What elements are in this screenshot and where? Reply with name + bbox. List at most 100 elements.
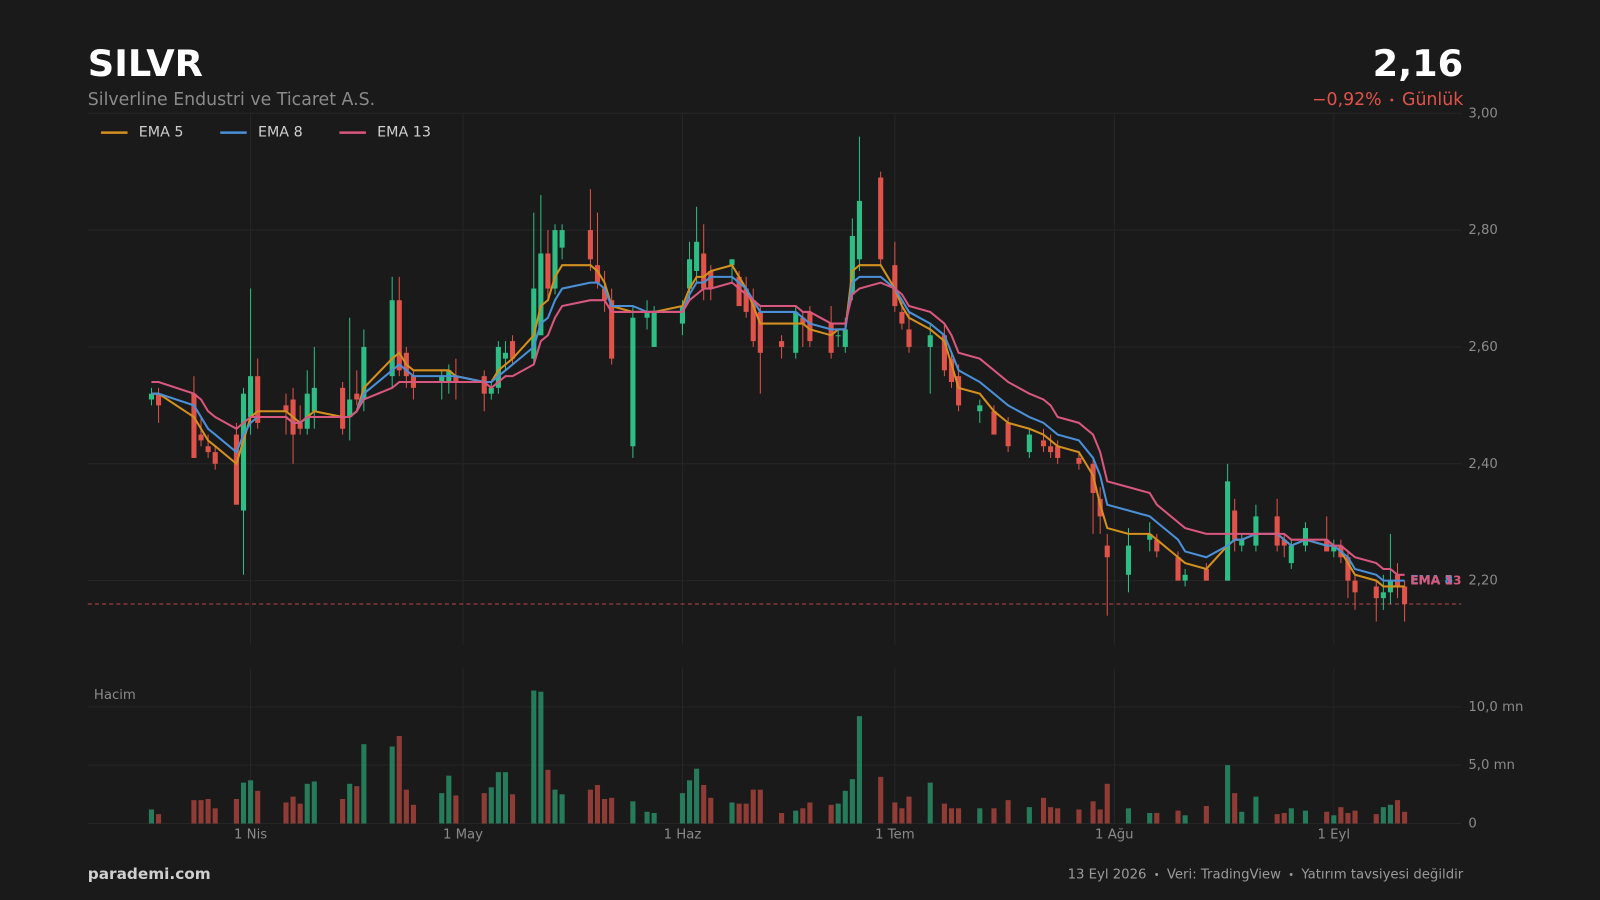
candle-body: [736, 276, 742, 307]
volume-label: Hacim: [94, 688, 136, 703]
volume-bar: [396, 736, 402, 824]
candle-body: [347, 399, 353, 418]
y-tick-label: 2,60: [1468, 340, 1498, 355]
candle-body: [750, 300, 756, 342]
volume-bar: [1253, 796, 1259, 824]
candle-body: [587, 230, 593, 260]
volume-bar: [509, 794, 516, 824]
volume-bar: [1175, 810, 1181, 824]
candle-body: [283, 405, 289, 412]
volume-bar: [559, 794, 565, 824]
candle-body: [835, 335, 841, 337]
site: parademi.com: [88, 865, 211, 883]
volume-bar: [679, 793, 686, 824]
volume-bar: [1154, 812, 1160, 824]
candle-body: [1402, 586, 1408, 605]
candle-body: [757, 311, 763, 353]
candle-body: [156, 393, 162, 406]
volume-bar: [1324, 811, 1330, 824]
ema-line: [151, 281, 1405, 576]
candle-body: [1026, 434, 1032, 453]
candle-body: [509, 341, 516, 359]
volume-bar: [899, 808, 905, 824]
y-tick-label: 3,00: [1468, 106, 1498, 121]
candle-body: [828, 323, 834, 353]
volume-bar: [1402, 811, 1408, 824]
volume-bar: [410, 804, 416, 824]
volume-bar: [403, 789, 409, 824]
candle-body: [878, 177, 884, 260]
volume-bar: [609, 797, 615, 824]
volume-bar: [1005, 800, 1011, 824]
x-tick-label: 1 Tem: [875, 828, 915, 843]
volume-bar: [1055, 808, 1061, 824]
y-tick-label: 2,20: [1468, 574, 1498, 589]
volume-bar: [1026, 807, 1032, 824]
candle-body: [1147, 533, 1153, 540]
volume-bar: [1345, 812, 1351, 824]
volume-bar: [594, 784, 601, 824]
volume-bar: [736, 803, 742, 824]
volume-bar: [1090, 801, 1096, 824]
volume-bar: [552, 789, 558, 824]
candle-body: [1182, 574, 1188, 581]
x-tick-label: 1 Ağu: [1095, 828, 1134, 843]
candle-body: [1239, 539, 1245, 546]
volume-bar: [1048, 807, 1054, 824]
x-tick-label: 1 Haz: [664, 828, 702, 843]
volume-bar: [1373, 814, 1379, 824]
candle-body: [977, 405, 983, 412]
volume-tick-label: 5,0 mn: [1468, 758, 1515, 773]
volume-bar: [793, 810, 799, 824]
volume-bar: [1352, 810, 1358, 824]
volume-bar: [630, 801, 636, 824]
info-text: −0,92%: [1312, 90, 1382, 110]
symbol: SILVR: [88, 42, 203, 85]
candle-body: [686, 259, 693, 289]
volume-bar: [240, 782, 247, 824]
candle-body: [255, 376, 261, 423]
volume-bar: [531, 690, 537, 824]
volume-bar: [1331, 815, 1337, 824]
candle-body: [191, 393, 197, 458]
candle-body: [609, 300, 615, 359]
volume-bar: [233, 798, 239, 824]
candle-body: [842, 329, 848, 347]
volume-bar: [856, 716, 862, 824]
volume-bar: [1302, 810, 1309, 824]
candle-body: [1253, 516, 1259, 546]
candle-body: [807, 311, 813, 342]
x-tick-label: 1 Eyl: [1318, 828, 1351, 843]
separator-dot: [1390, 98, 1394, 102]
volume-bar: [283, 802, 289, 824]
marks: [148, 136, 1408, 824]
candle-body: [389, 300, 395, 377]
volume-bar: [347, 783, 353, 824]
volume-bar: [1097, 809, 1103, 824]
volume-bar: [651, 812, 657, 824]
volume-bar: [439, 793, 445, 824]
volume-bar: [488, 787, 494, 824]
candle-body: [941, 335, 947, 371]
candle-body: [651, 311, 657, 347]
volume-bar: [779, 812, 785, 824]
volume-bar: [1225, 765, 1231, 824]
volume-bar: [538, 691, 544, 824]
volume-bar: [1040, 797, 1047, 824]
separator-dot: [1155, 873, 1159, 876]
volume-bar: [828, 804, 834, 824]
volume-bar: [729, 802, 735, 824]
volume-bar: [481, 793, 487, 824]
candle-body: [708, 271, 714, 289]
volume-bar: [290, 796, 296, 824]
ema-end-label: EMA 5: [1410, 573, 1453, 587]
info-text: Yatırım tavsiyesi değildir: [1300, 867, 1463, 882]
candle-body: [1331, 545, 1337, 552]
candle-body: [1175, 557, 1181, 581]
volume-bar: [686, 780, 693, 824]
legend-label: EMA 8: [258, 125, 303, 141]
ema-end-label: EMA 13: [1410, 573, 1461, 587]
volume-bar: [948, 808, 955, 824]
candle-body: [644, 311, 650, 318]
candle-body: [439, 376, 445, 383]
